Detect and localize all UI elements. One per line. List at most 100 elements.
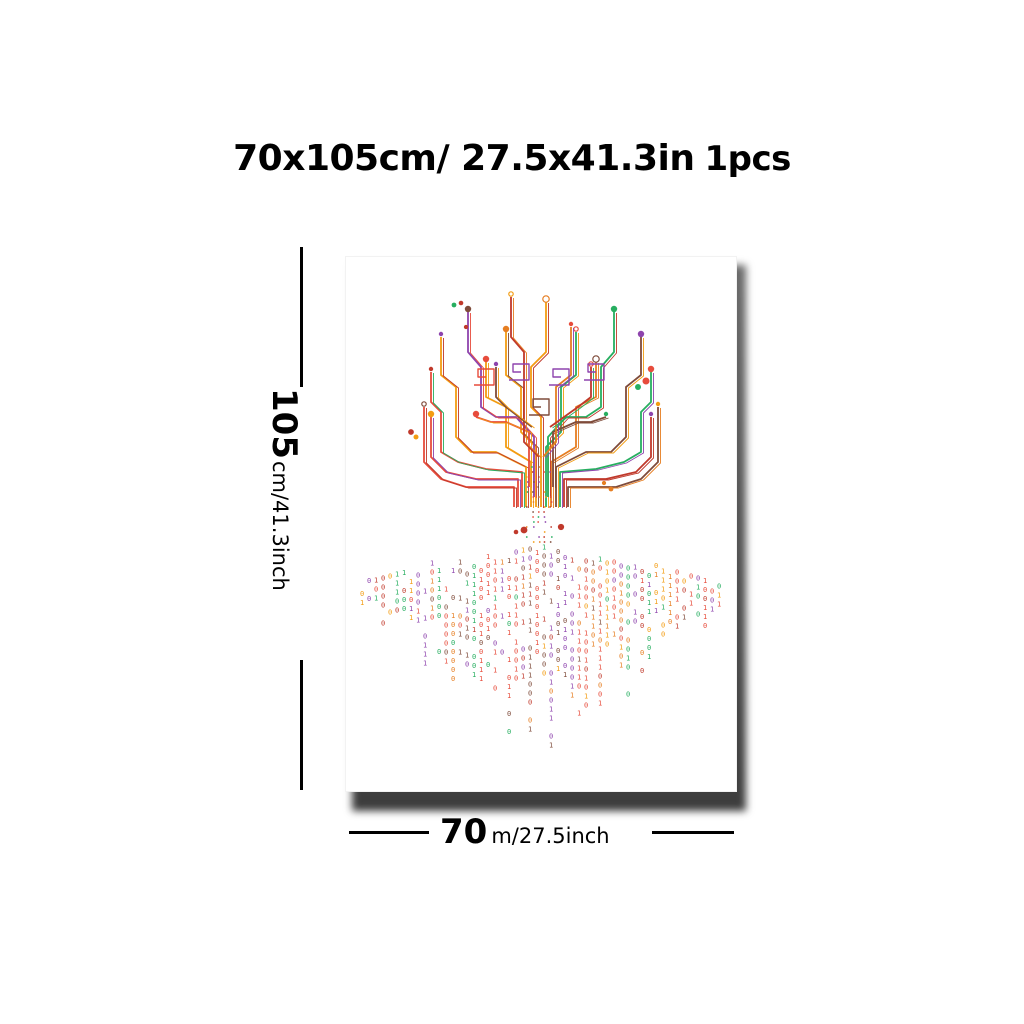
svg-text:1: 1 — [507, 611, 511, 619]
svg-text:1: 1 — [528, 572, 532, 580]
svg-text:1: 1 — [570, 575, 574, 583]
svg-text:1: 1 — [584, 612, 588, 620]
svg-text:0: 0 — [437, 603, 441, 611]
svg-text:0: 0 — [549, 669, 553, 677]
svg-text:0: 0 — [556, 557, 560, 565]
svg-text:0: 0 — [640, 613, 644, 621]
svg-text:0: 0 — [633, 573, 637, 581]
svg-text:1: 1 — [675, 623, 679, 631]
svg-text:0: 0 — [514, 620, 518, 628]
svg-text:0: 0 — [535, 594, 539, 602]
svg-text:1: 1 — [500, 585, 504, 593]
svg-text:1: 1 — [654, 607, 658, 615]
svg-text:0: 0 — [549, 633, 553, 641]
svg-text:0: 0 — [493, 621, 497, 629]
svg-text:0: 0 — [486, 607, 490, 615]
svg-text:0: 0 — [556, 584, 560, 592]
svg-text:0: 0 — [710, 597, 714, 605]
svg-text:0: 0 — [626, 582, 630, 590]
svg-text:0: 0 — [577, 619, 581, 627]
svg-text:0: 0 — [612, 603, 616, 611]
svg-text:0: 0 — [542, 552, 546, 560]
svg-text:1: 1 — [451, 567, 455, 575]
svg-text:1: 1 — [710, 606, 714, 614]
svg-text:0: 0 — [626, 564, 630, 572]
svg-text:1: 1 — [598, 655, 602, 663]
svg-text:0: 0 — [542, 660, 546, 668]
svg-text:1: 1 — [437, 567, 441, 575]
svg-text:0: 0 — [619, 653, 623, 661]
svg-text:0: 0 — [703, 586, 707, 594]
svg-text:1: 1 — [500, 576, 504, 584]
svg-text:0: 0 — [584, 567, 588, 575]
svg-text:0: 0 — [584, 558, 588, 566]
svg-text:1: 1 — [521, 556, 525, 564]
svg-text:0: 0 — [416, 598, 420, 606]
svg-text:0: 0 — [437, 648, 441, 656]
svg-text:0: 0 — [556, 611, 560, 619]
svg-text:0: 0 — [451, 657, 455, 665]
svg-text:1: 1 — [542, 579, 546, 587]
svg-text:0: 0 — [416, 580, 420, 588]
svg-text:1: 1 — [521, 574, 525, 582]
svg-text:0: 0 — [612, 585, 616, 593]
svg-text:0: 0 — [626, 645, 630, 653]
svg-text:1: 1 — [563, 590, 567, 598]
svg-text:1: 1 — [402, 569, 406, 577]
width-value: 70 — [440, 812, 488, 852]
height-dimension-line-top — [300, 247, 303, 387]
svg-text:0: 0 — [591, 631, 595, 639]
svg-text:0: 0 — [570, 674, 574, 682]
svg-text:0: 0 — [661, 594, 665, 602]
svg-text:1: 1 — [549, 624, 553, 632]
quantity-text: 1pcs — [704, 139, 791, 179]
svg-text:0: 0 — [598, 592, 602, 600]
svg-text:1: 1 — [535, 549, 539, 557]
svg-text:0: 0 — [367, 577, 371, 585]
svg-text:1: 1 — [458, 631, 462, 639]
svg-text:1: 1 — [430, 578, 434, 586]
svg-text:0: 0 — [710, 588, 714, 596]
svg-text:1: 1 — [696, 583, 700, 591]
svg-text:1: 1 — [472, 572, 476, 580]
svg-text:0: 0 — [402, 596, 406, 604]
svg-text:0: 0 — [612, 576, 616, 584]
svg-text:1: 1 — [591, 613, 595, 621]
svg-text:1: 1 — [521, 547, 525, 555]
svg-text:0: 0 — [507, 575, 511, 583]
svg-text:0: 0 — [535, 603, 539, 611]
svg-text:1: 1 — [528, 590, 532, 598]
svg-text:1: 1 — [619, 662, 623, 670]
svg-text:1: 1 — [528, 662, 532, 670]
svg-text:1: 1 — [563, 671, 567, 679]
svg-text:0: 0 — [430, 587, 434, 595]
svg-text:1: 1 — [577, 673, 581, 681]
svg-text:1: 1 — [640, 577, 644, 585]
svg-text:1: 1 — [612, 630, 616, 638]
svg-text:1: 1 — [577, 592, 581, 600]
svg-text:1: 1 — [479, 576, 483, 584]
svg-text:0: 0 — [535, 558, 539, 566]
svg-text:0: 0 — [444, 621, 448, 629]
svg-text:1: 1 — [451, 612, 455, 620]
svg-text:1: 1 — [577, 601, 581, 609]
svg-text:0: 0 — [549, 687, 553, 695]
svg-text:1: 1 — [486, 625, 490, 633]
svg-text:1: 1 — [395, 588, 399, 596]
svg-text:0: 0 — [430, 569, 434, 577]
svg-text:1: 1 — [528, 563, 532, 571]
svg-text:0: 0 — [360, 590, 364, 598]
svg-text:1: 1 — [556, 575, 560, 583]
svg-text:0: 0 — [668, 618, 672, 626]
svg-text:1: 1 — [528, 581, 532, 589]
svg-text:1: 1 — [360, 599, 364, 607]
svg-text:0: 0 — [465, 570, 469, 578]
svg-text:0: 0 — [556, 620, 560, 628]
svg-text:1: 1 — [493, 603, 497, 611]
svg-text:1: 1 — [542, 543, 546, 551]
svg-text:0: 0 — [507, 710, 511, 718]
svg-text:0: 0 — [661, 621, 665, 629]
svg-text:0: 0 — [626, 636, 630, 644]
svg-text:0: 0 — [388, 608, 392, 616]
